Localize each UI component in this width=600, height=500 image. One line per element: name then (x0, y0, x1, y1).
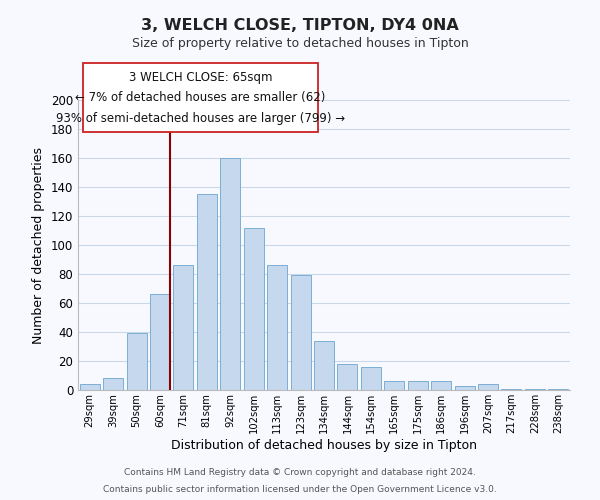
Bar (314, 340, 334, 390)
Text: 93% of semi-detached houses are larger (799) →: 93% of semi-detached houses are larger (… (56, 112, 345, 124)
Bar (150, 294, 170, 390)
Text: Contains public sector information licensed under the Open Government Licence v3: Contains public sector information licen… (103, 484, 497, 494)
Text: ← 7% of detached houses are smaller (62): ← 7% of detached houses are smaller (62) (75, 90, 325, 104)
Bar (455, 386, 475, 390)
Bar (244, 228, 263, 390)
Bar (267, 266, 287, 390)
Bar (525, 388, 545, 390)
X-axis label: Distribution of detached houses by size in Tipton: Distribution of detached houses by size … (171, 438, 477, 452)
Bar (502, 388, 521, 390)
Text: 3, WELCH CLOSE, TIPTON, DY4 0NA: 3, WELCH CLOSE, TIPTON, DY4 0NA (141, 18, 459, 32)
Bar (385, 382, 404, 390)
Bar (127, 334, 146, 390)
Bar (361, 367, 381, 390)
Bar (173, 266, 193, 390)
Bar (290, 276, 311, 390)
Bar (220, 158, 240, 390)
Bar (80, 384, 100, 390)
Bar (197, 194, 217, 390)
Bar (408, 382, 428, 390)
Bar (103, 378, 123, 390)
Text: 3 WELCH CLOSE: 65sqm: 3 WELCH CLOSE: 65sqm (128, 72, 272, 85)
Bar (337, 364, 358, 390)
Text: Size of property relative to detached houses in Tipton: Size of property relative to detached ho… (131, 38, 469, 51)
Bar (548, 388, 568, 390)
Bar (431, 382, 451, 390)
Y-axis label: Number of detached properties: Number of detached properties (32, 146, 45, 344)
Bar (478, 384, 498, 390)
Text: Contains HM Land Registry data © Crown copyright and database right 2024.: Contains HM Land Registry data © Crown c… (124, 468, 476, 477)
